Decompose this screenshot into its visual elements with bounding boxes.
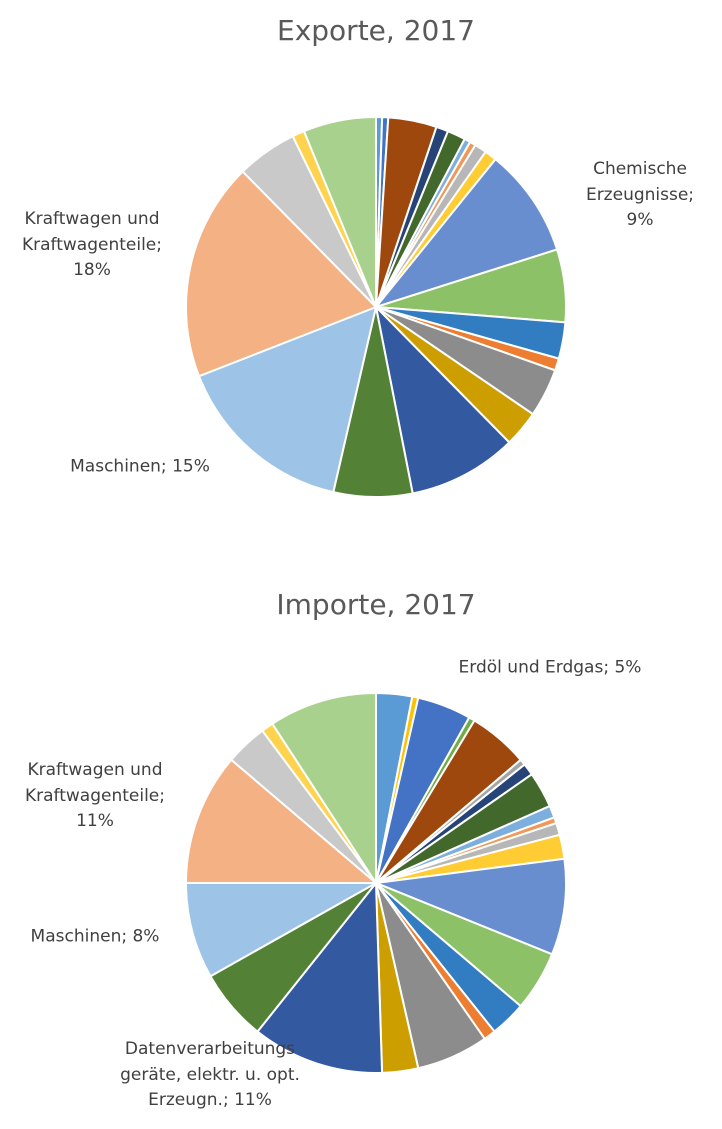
pie-slice [270,691,377,887]
data-label: Chemische Erzeugnisse; 9% [585,158,695,230]
pie-slice [184,758,379,884]
data-label: Erdöl und Erdgas; 5% [458,657,642,678]
chart-title: Importe, 2017 [276,588,475,621]
pie-slice [302,115,377,308]
data-label: Kraftwagen und Kraftwagenteile; 18% [21,208,162,280]
data-label: Maschinen; 8% [30,926,160,947]
pie-slice [373,157,559,309]
data-label: Maschinen; 15% [70,456,210,477]
pie-slice [256,880,384,1074]
pie-slice [185,170,378,378]
chart-title: Exporte, 2017 [277,14,475,47]
pie-slice [184,882,380,978]
pie-slice [197,305,378,494]
data-label: Kraftwagen und Kraftwagenteile; 11% [24,759,165,831]
data-label: Datenverarbeitungsgeräte, elektr. u. opt… [120,1038,300,1110]
pie-slice [374,303,511,495]
pie-slice [372,857,567,956]
